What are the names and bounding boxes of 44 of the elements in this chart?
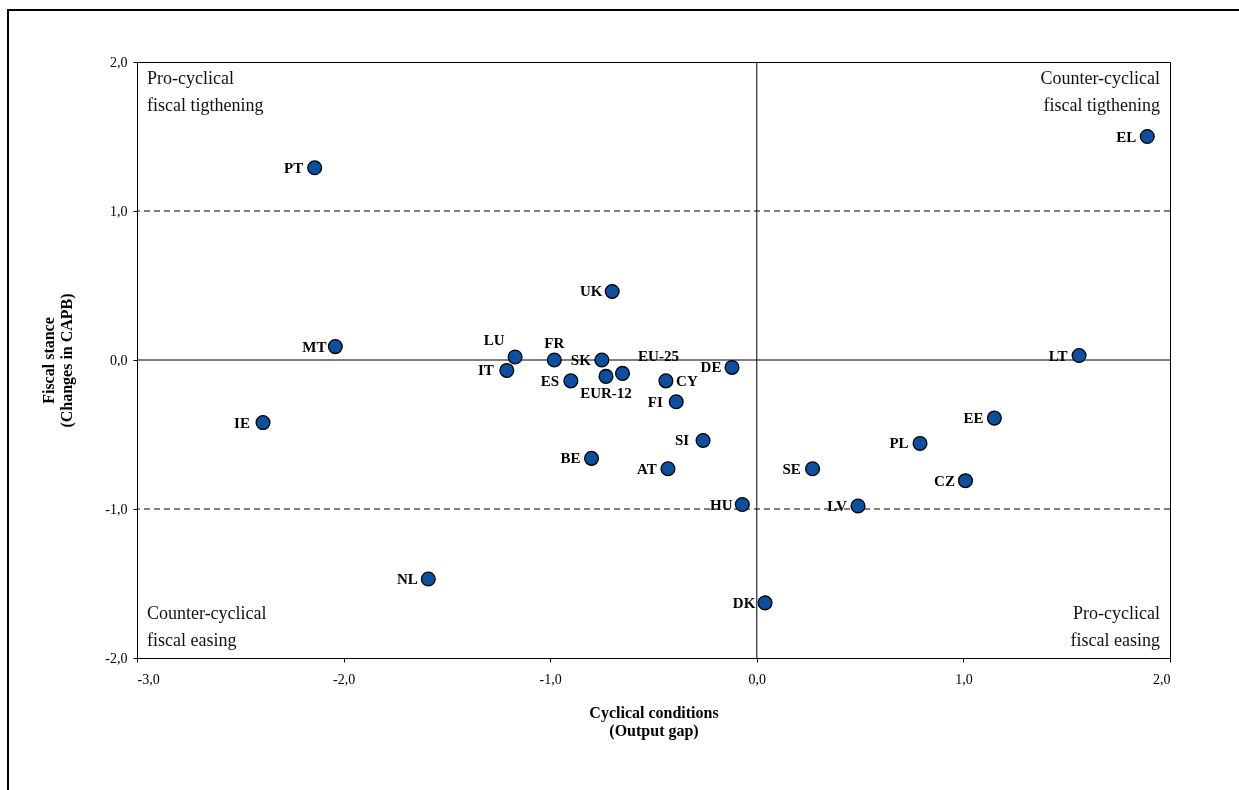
y-axis-title: Fiscal stance (Changes in CAPB): [40, 293, 77, 428]
y-tick-label: 1,0: [110, 203, 128, 219]
data-label: CZ: [934, 472, 955, 489]
data-label: PT: [284, 159, 304, 176]
data-label: LU: [483, 332, 505, 349]
data-label: SE: [782, 460, 801, 477]
data-label: SI: [674, 432, 690, 449]
x-tick-label: 2,0: [1153, 671, 1171, 687]
data-label: LT: [1048, 347, 1068, 364]
data-label: UK: [579, 283, 603, 300]
data-label: DE: [700, 359, 722, 376]
data-label: IE: [234, 414, 250, 431]
data-label: EE: [963, 410, 984, 427]
data-label: DK: [732, 594, 756, 611]
data-label: MT: [302, 338, 327, 355]
y-tick-label: -1,0: [105, 501, 128, 517]
x-tick-label: 1,0: [955, 671, 973, 687]
x-tick-label: -3,0: [137, 671, 160, 687]
data-label: PL: [889, 435, 909, 452]
data-label: HU: [710, 496, 733, 513]
annotation: Counter-cyclical fiscal tigthening: [1040, 68, 1160, 115]
data-label: NL: [396, 571, 418, 588]
y-tick-label: -2,0: [105, 650, 128, 666]
x-tick-label: -1,0: [539, 671, 562, 687]
data-label: BE: [560, 450, 581, 467]
data-label: EUR-12: [580, 385, 632, 402]
data-label: FR: [544, 335, 565, 351]
data-label: EU-25: [638, 348, 679, 365]
data-label: CY: [676, 372, 698, 389]
data-label: LV: [827, 498, 847, 515]
x-axis-title: Cyclical conditions (Output gap): [589, 703, 719, 740]
data-label: ES: [540, 372, 560, 389]
data-label: AT: [637, 460, 657, 477]
annotation: Pro-cyclical fiscal easing: [1070, 603, 1160, 650]
x-tick-label: 0,0: [748, 671, 767, 687]
annotation: Counter-cyclical fiscal easing: [147, 603, 267, 650]
data-label: IT: [477, 362, 494, 379]
y-tick-label: 0,0: [110, 352, 128, 368]
data-label: FI: [647, 393, 663, 410]
data-label: EL: [1116, 128, 1137, 145]
data-label: SK: [570, 352, 592, 368]
x-tick-label: -2,0: [333, 671, 356, 687]
y-tick-label: 2,0: [110, 54, 128, 70]
annotation: Pro-cyclical fiscal tigthening: [147, 68, 264, 115]
